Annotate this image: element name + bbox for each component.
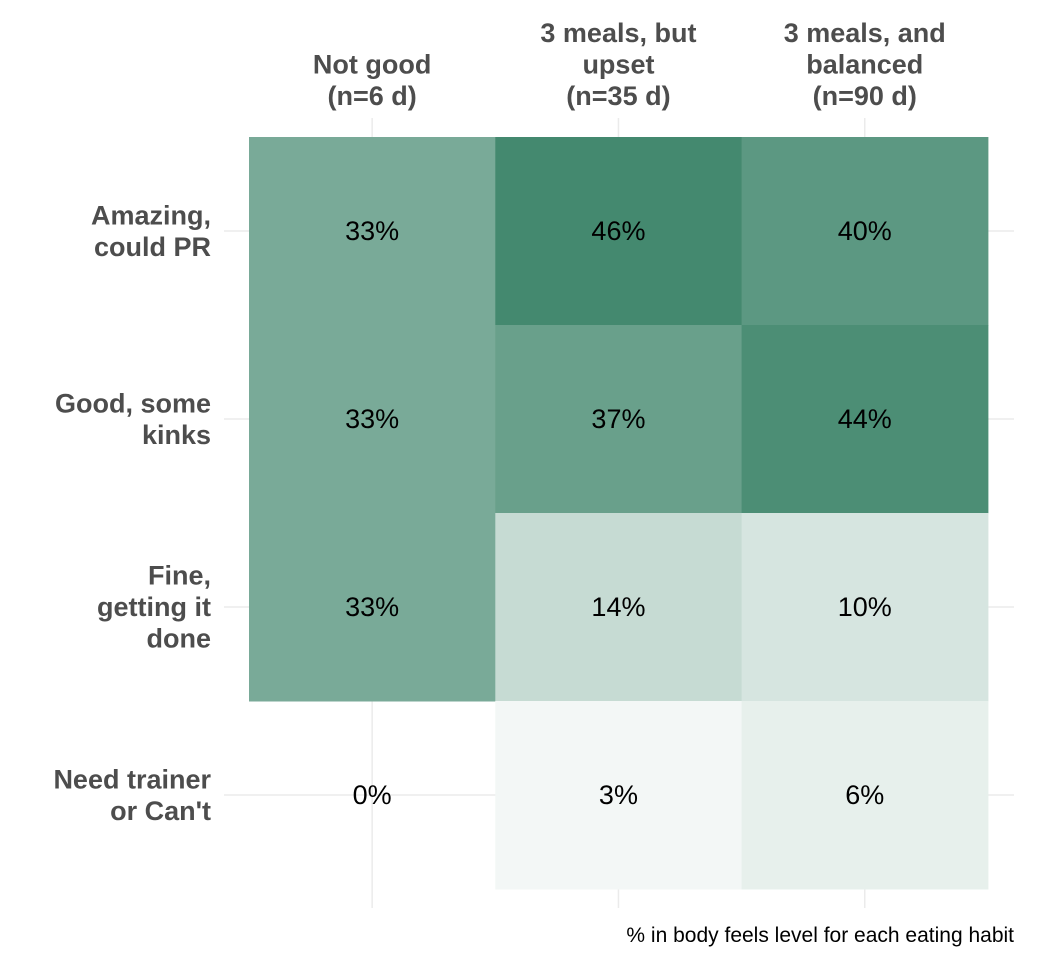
heatmap-cell-r2-c1 [495,513,743,702]
cell-value-label: 6% [845,780,884,810]
column-label-line: 3 meals, and [784,18,946,48]
cell-value-label: 46% [591,216,645,246]
heatmap-cell-r2-c2 [741,513,989,702]
heatmap-cell-r3-c2 [741,701,989,890]
column-label-line: balanced [806,50,923,80]
column-label-line: Not good [313,50,431,80]
row-label-line: kinks [142,420,211,450]
heatmap-cell-r1-c1 [495,325,743,514]
cell-value-label: 3% [599,780,638,810]
cell-value-label: 33% [345,592,399,622]
heatmap-cell-r1-c0 [249,325,496,514]
cell-value-label: 0% [353,780,392,810]
row-label-line: could PR [94,232,211,262]
cell-value-label: 33% [345,216,399,246]
chart-caption: % in body feels level for each eating ha… [626,924,1014,947]
row-label-line: Fine, [148,561,211,591]
column-label-line: 3 meals, but [540,18,696,48]
cell-value-label: 44% [838,404,892,434]
column-label-line: (n=35 d) [566,81,670,111]
cell-value-label: 40% [838,216,892,246]
cell-value-label: 14% [591,592,645,622]
heatmap-cell-r1-c2 [741,325,989,514]
row-label-line: Need trainer [53,764,211,794]
row-label-line: getting it [97,592,211,622]
column-label-line: upset [582,50,654,80]
cell-value-label: 37% [591,404,645,434]
heatmap-cell-r2-c0 [249,513,496,702]
row-label-line: Amazing, [91,200,211,230]
heatmap-cell-r0-c1 [495,137,743,326]
column-label-line: (n=6 d) [328,81,417,111]
cell-value-label: 10% [838,592,892,622]
row-label-line: Good, some [55,388,211,418]
row-label-line: or Can't [110,796,211,826]
column-label-line: (n=90 d) [813,81,917,111]
cell-value-labels: 33% 46% 40% 33% 37% 44% 33% 14% 10% 0% 3% 6% [345,216,892,810]
row-label-line: done [147,624,212,654]
heatmap-cells [249,137,989,890]
heatmap-cell-r0-c0 [249,137,496,326]
heatmap-cell-r0-c2 [741,137,989,326]
cell-value-label: 33% [345,404,399,434]
heatmap-cell-r3-c1 [495,701,743,890]
